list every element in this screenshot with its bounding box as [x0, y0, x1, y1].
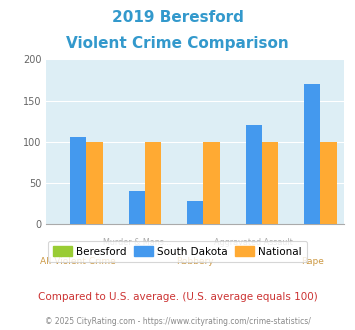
Bar: [187, 201, 203, 224]
Text: Aggravated Assault: Aggravated Assault: [214, 238, 293, 247]
Bar: [145, 142, 161, 224]
Text: © 2025 CityRating.com - https://www.cityrating.com/crime-statistics/: © 2025 CityRating.com - https://www.city…: [45, 317, 310, 326]
Bar: [262, 142, 278, 224]
Text: Robbery: Robbery: [176, 257, 214, 266]
Legend: Beresford, South Dakota, National: Beresford, South Dakota, National: [48, 241, 307, 262]
Bar: [246, 124, 262, 224]
Bar: [129, 191, 145, 224]
Bar: [203, 142, 220, 224]
Text: Murder & Mans...: Murder & Mans...: [103, 238, 171, 247]
Bar: [70, 137, 87, 224]
Text: Rape: Rape: [301, 257, 324, 266]
Bar: [87, 142, 103, 224]
Bar: [304, 84, 320, 224]
Text: Compared to U.S. average. (U.S. average equals 100): Compared to U.S. average. (U.S. average …: [38, 292, 317, 302]
Text: 2019 Beresford: 2019 Beresford: [111, 10, 244, 25]
Text: Violent Crime Comparison: Violent Crime Comparison: [66, 36, 289, 51]
Bar: [320, 142, 337, 224]
Text: All Violent Crime: All Violent Crime: [40, 257, 116, 266]
